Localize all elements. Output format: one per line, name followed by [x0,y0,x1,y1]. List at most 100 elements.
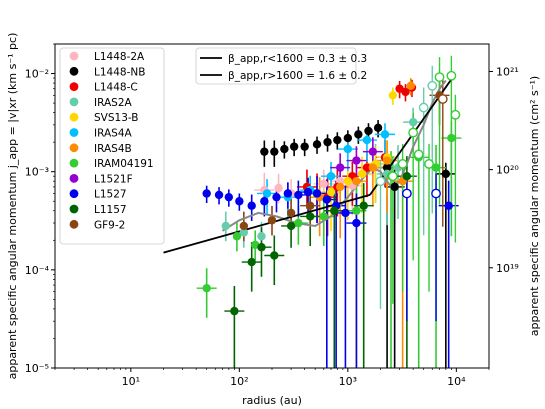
open-data-point [446,70,457,81]
open-data-point [418,102,429,113]
open-data-point [413,149,424,160]
data-point [357,169,367,179]
data-point [380,130,390,139]
data-point [341,208,350,218]
data-point [294,218,303,228]
open-data-point [427,80,438,91]
data-point [235,197,244,206]
legend-label: L1527 [94,189,127,201]
data-point [239,221,249,231]
open-data-point [401,188,412,199]
open-data-point [437,94,448,104]
legend-marker [69,158,79,168]
open-data-point [431,188,441,199]
fit-legend-label: β_app,r<1600 = 0.3 ± 0.3 [228,53,367,65]
data-point [390,182,399,192]
data-point [257,243,266,252]
data-point [274,183,283,193]
data-point [247,257,256,267]
data-point [202,189,211,198]
legend-label: IRAM04191 [94,158,154,170]
right-y-tick-label: 10²⁰ [496,164,519,177]
x-tick-label: 10³ [339,375,357,388]
data-point [270,251,279,260]
data-point [373,123,383,133]
legend-marker [69,189,79,199]
data-point [214,190,224,200]
data-point [354,130,363,139]
data-point [352,218,361,228]
data-point [247,201,256,210]
data-point [352,177,361,186]
y-axis-ticks: 10⁻⁵ 10⁻⁴ 10⁻³ 10⁻² [25,43,55,375]
data-point [260,197,269,206]
data-point [402,171,412,181]
legend-marker [69,97,79,107]
data-point [335,163,345,172]
legend-label: GF9-2 [94,219,125,231]
data-point [303,187,313,197]
legend-marker [69,51,79,61]
data-point [294,190,303,200]
y-tick-label: 10⁻⁵ [25,362,49,375]
legend-label: L1448-2A [94,51,145,63]
error-bars [196,55,462,368]
data-point [300,142,309,151]
x-tick-label: 10² [230,375,248,388]
data-point [364,126,373,136]
data-point [352,206,361,215]
legend-label: L1448-C [94,82,138,94]
data-point [272,192,281,202]
right-y-tick-label: 10²¹ [496,65,519,78]
data-point [286,208,296,218]
legend-marker [69,66,79,76]
y-tick-label: 10⁻⁴ [25,264,50,277]
data-point [323,137,332,147]
legend-label: IRAS2A [94,97,132,109]
data-point [444,201,453,210]
right-y-axis-label: apparent specific angular momentum (cm² … [528,76,541,336]
data-point [343,177,353,186]
data-point [343,144,353,154]
data-point [388,91,398,100]
data-point [262,189,272,198]
legend: L1448-2A L1448-NB L1448-C IRAS2A SVS13-B IRAS… [59,47,165,245]
data-point [326,171,336,181]
open-data-point [408,127,419,138]
x-axis-label: radius (au) [242,394,302,407]
data-point [408,117,418,127]
data-point [232,232,242,241]
data-point [260,147,269,156]
data-point [326,187,336,197]
data-point [283,189,293,198]
data-point [335,182,345,192]
data-point [359,201,368,210]
data-point [257,232,266,241]
y-tick-label: 10⁻² [25,68,49,81]
legend-marker [69,143,79,153]
open-data-point [434,72,445,83]
data-point [368,147,378,156]
legend-marker [69,219,79,229]
legend-label: L1521F [94,173,133,185]
y-tick-label: 10⁻³ [25,166,49,179]
x-axis-ticks: 10¹ 10² 10³ 10⁴ [54,368,490,388]
legend-label: L1157 [94,204,127,216]
open-data-point [375,176,386,187]
data-point [322,195,332,204]
data-point [312,189,322,198]
data-point [224,192,234,202]
data-point [319,179,328,189]
data-points [202,70,461,316]
data-point [202,284,211,293]
data-point [286,221,296,231]
legend-marker [69,112,79,122]
data-point [441,169,451,179]
legend-label: L1448-NB [94,66,145,78]
legend-label: SVS13-B [94,112,139,124]
data-point [221,221,230,231]
data-point [312,140,322,149]
fit-legend-label: β_app,r>1600 = 1.6 ± 0.2 [228,70,367,82]
data-point [431,163,441,172]
